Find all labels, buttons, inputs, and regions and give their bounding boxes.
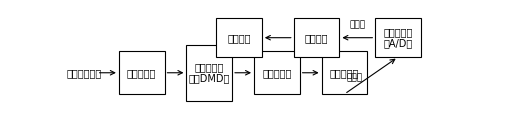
Text: 光信号: 光信号 xyxy=(346,74,363,82)
Text: 第二透镜组: 第二透镜组 xyxy=(262,68,291,78)
Text: 短波红外光线: 短波红外光线 xyxy=(66,68,102,78)
Text: 恢复算法: 恢复算法 xyxy=(305,33,328,43)
Text: 第一透镜组: 第一透镜组 xyxy=(127,68,156,78)
Bar xyxy=(216,18,262,57)
Text: 模数转换器
（A/D）: 模数转换器 （A/D） xyxy=(383,27,413,48)
Bar xyxy=(375,18,421,57)
Text: 电信号: 电信号 xyxy=(349,20,365,29)
Bar xyxy=(186,45,232,101)
Text: 数字微镜设
备（DMD）: 数字微镜设 备（DMD） xyxy=(189,62,230,84)
Text: 单点传感器: 单点传感器 xyxy=(330,68,359,78)
Bar xyxy=(254,51,300,94)
Text: 重构图像: 重构图像 xyxy=(227,33,251,43)
Bar xyxy=(294,18,340,57)
Bar xyxy=(119,51,165,94)
Bar xyxy=(322,51,367,94)
